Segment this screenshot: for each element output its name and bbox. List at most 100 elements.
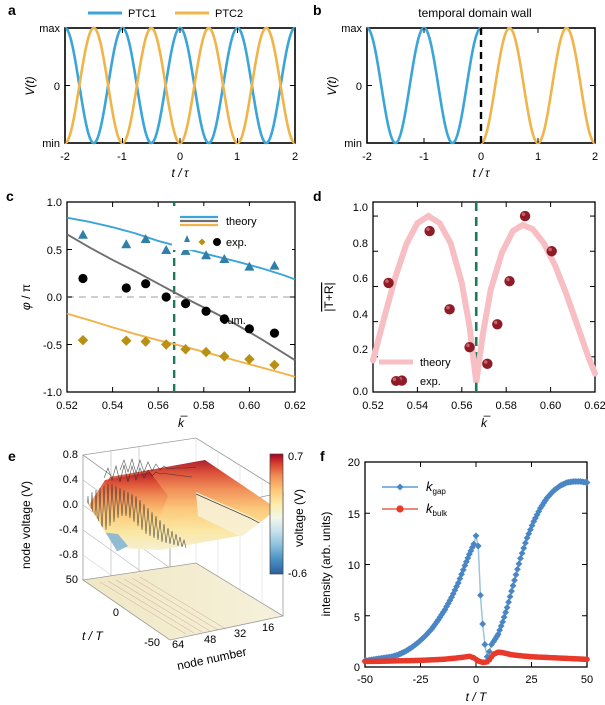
panel-c-ytick-3: 0.5 [47, 245, 62, 257]
marker-k_gap [530, 518, 538, 525]
panel-e-surface [77, 458, 277, 558]
panel-c-label: c [6, 188, 14, 204]
panel-c-xtick-0: 0.52 [56, 400, 77, 412]
panel-e-ztick-2: 0.0 [63, 499, 78, 511]
marker-exp [519, 210, 531, 222]
marker-k_gap [488, 641, 495, 648]
marker-k_gap [508, 587, 515, 595]
marker-k_gap [477, 591, 484, 599]
marker-k_gap [431, 621, 439, 628]
panel-e-ztick-3: -0.4 [59, 524, 78, 536]
marker-exp-PTC1 [244, 261, 255, 271]
marker-exp-PTC2 [121, 335, 132, 346]
panel-c-xtick-1: 0.54 [102, 400, 123, 412]
panel-a-xtick-3: 1 [234, 151, 240, 163]
panel-d-frame [372, 201, 596, 393]
marker-exp-sum [244, 324, 254, 334]
marker-exp-PTC2 [219, 351, 230, 362]
legend-exp-marker-highlight [392, 377, 397, 381]
marker-k_gap [543, 494, 551, 502]
panel-f-xtick-1: -25 [413, 674, 429, 686]
panel-d-xlabel: k̅ [481, 415, 491, 430]
curve-ptc2 [64, 26, 296, 145]
panel-f: f kgap kbulk 20 15 10 5 0 intensity (arb… [310, 430, 605, 705]
panel-b-plot: temporal domain wall max 0 min V(t) -2 -… [325, 6, 598, 180]
panel-d-ytick-3: 0.6 [353, 273, 368, 285]
panel-b-ytick-min: min [344, 138, 362, 150]
marker-exp-sum [141, 279, 151, 289]
marker-k_gap [514, 565, 521, 573]
marker-k_gap [456, 575, 464, 582]
marker-exp [464, 341, 475, 353]
marker-k_gap [533, 511, 541, 519]
panel-e-ttick-0: 50 [66, 574, 78, 586]
marker-k_gap [421, 632, 429, 640]
panel-b-ytick-max: max [341, 23, 362, 35]
marker-k_gap [531, 514, 539, 522]
marker-exp-highlight [493, 320, 498, 325]
marker-k_gap [521, 539, 529, 547]
panel-b-xtick-1: -1 [419, 151, 429, 163]
panel-f-xtick-2: 0 [473, 674, 479, 686]
marker-exp-PTC1 [121, 239, 132, 249]
marker-exp-highlight [466, 343, 470, 348]
panel-c-ytick-2: 0.0 [47, 292, 62, 304]
panel-a-ytick-min: min [42, 138, 60, 150]
marker-exp-PTC1 [219, 254, 230, 263]
panel-d-xtick-2: 0.56 [451, 400, 472, 412]
panel-c-xtick-5: 0.62 [284, 400, 305, 412]
marker-k_gap [583, 479, 591, 486]
marker-k_gap [468, 544, 476, 551]
panel-c-ytick-0: -1.0 [43, 387, 62, 399]
panel-a-ytick-max: max [39, 23, 60, 35]
marker-exp-PTC2 [180, 344, 191, 355]
marker-k_gap [548, 489, 556, 496]
panel-f-xlabel: t / T [466, 690, 488, 704]
panel-c-content [66, 201, 296, 393]
marker-k_gap [520, 544, 528, 552]
marker-k_gap [470, 540, 478, 548]
marker-exp-sum [121, 283, 131, 293]
panel-d-xtick-0: 0.52 [362, 400, 383, 412]
marker-k_gap [523, 534, 531, 542]
panel-d-ytick-2: 0.4 [353, 309, 368, 321]
marker-k_gap [506, 593, 514, 601]
series-theory [370, 212, 598, 383]
curve-ptc1 [64, 26, 296, 145]
panel-f-content [361, 461, 591, 668]
marker-k_gap [483, 653, 491, 661]
panel-b: b temporal domain wall max 0 min V(t) -2… [305, 0, 605, 180]
panel-c-legend-bg [172, 206, 292, 250]
marker-exp-PTC1 [180, 245, 191, 255]
marker-k_gap [503, 604, 511, 611]
panel-e-nodetick-1: 48 [204, 634, 216, 646]
marker-exp-highlight [385, 279, 389, 283]
panel-c-xtick-4: 0.60 [239, 400, 260, 412]
marker-k_gap [459, 566, 467, 574]
legend-theory-label: theory [420, 357, 451, 369]
panel-f-xtick-4: 50 [581, 674, 593, 686]
panel-d-ylabel: |T+R| [322, 282, 336, 311]
panel-b-title: temporal domain wall [418, 6, 531, 20]
panel-f-xtick-3: 25 [525, 674, 537, 686]
panel-d-xtick-5: 0.62 [584, 400, 605, 412]
marker-exp-highlight [548, 247, 552, 252]
panel-a-xtick-1: -1 [117, 151, 127, 163]
panel-d-ytick-0: 0.0 [353, 386, 368, 398]
marker-exp-PTC1 [140, 234, 151, 244]
marker-k_gap [512, 571, 520, 579]
panel-b-xtick-3: 1 [535, 151, 541, 163]
marker-k_gap [517, 554, 524, 562]
colorbar-min-label: -0.6 [288, 568, 307, 580]
panel-f-ylabel: intensity (arb. units) [319, 512, 333, 617]
panel-e-ztick-1: 0.4 [63, 474, 78, 486]
marker-k_gap [491, 635, 499, 643]
panel-d-ytick-1: 0.2 [353, 344, 368, 356]
marker-k_gap [451, 586, 459, 594]
panel-f-label: f [320, 448, 325, 464]
legend-kgap-marker [396, 483, 404, 491]
panel-e-ttick-1: 0 [113, 607, 119, 619]
panel-e-zaxis: 0.8 0.4 0.0 -0.4 -0.8 node voltage (V) [19, 449, 78, 569]
panel-f-ytick-3: 15 [348, 509, 360, 521]
marker-k_gap [538, 502, 546, 509]
